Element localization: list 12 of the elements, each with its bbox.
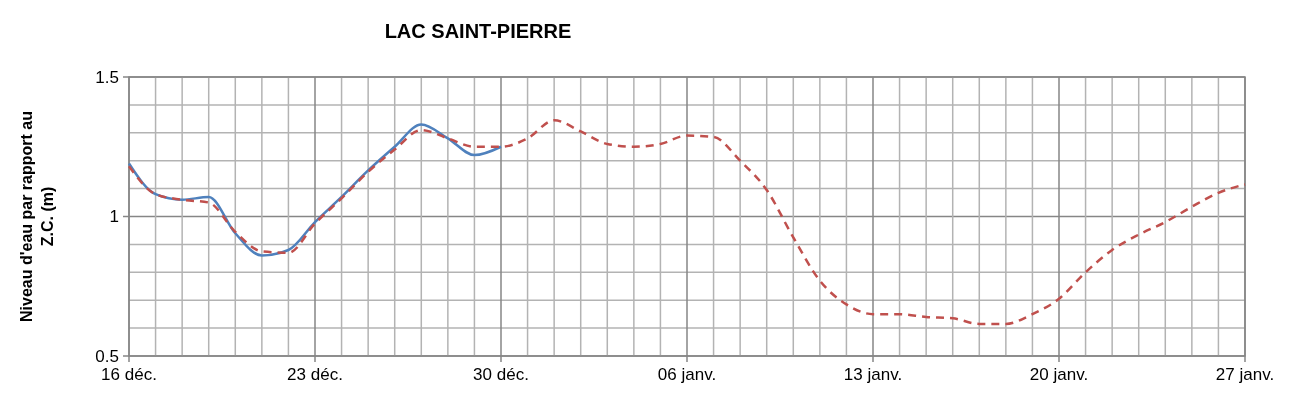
x-tick-label: 20 janv.	[1029, 365, 1089, 384]
x-tick-label: 30 déc.	[473, 365, 529, 384]
y-tick-label: 0.5	[95, 346, 119, 366]
x-tick-label: 27 janv.	[1215, 365, 1275, 384]
y-tick-label: 1.5	[95, 67, 119, 87]
x-tick-label: 13 janv.	[843, 365, 903, 384]
x-tick-label: 23 déc.	[287, 365, 343, 384]
x-tick-label: 16 déc.	[101, 365, 157, 384]
y-axis-title: Niveau d'eau par rapport au Z.C. (m)	[18, 111, 56, 322]
y-tick-label: 1	[109, 207, 119, 227]
chart-title: LAC SAINT-PIERRE	[384, 20, 572, 42]
x-tick-label: 06 janv.	[657, 365, 717, 384]
